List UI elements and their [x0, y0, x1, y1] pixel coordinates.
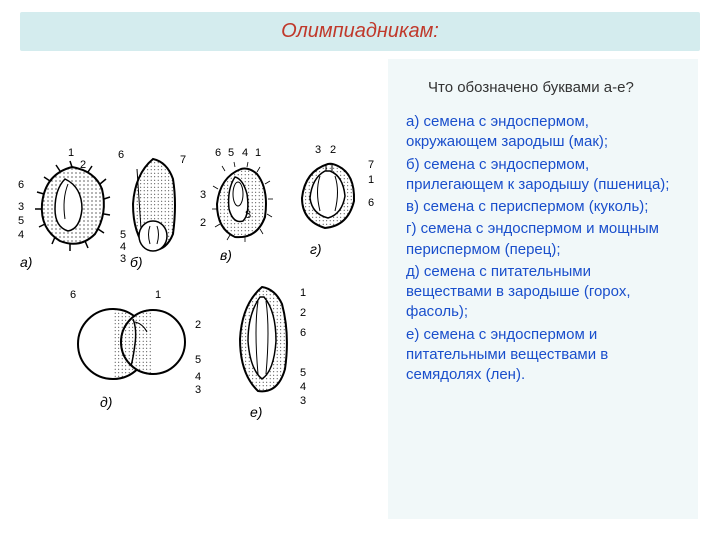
- label-a: а): [20, 254, 32, 270]
- answer-v: в) семена с периспермом (куколь);: [406, 197, 680, 217]
- seed-d: [75, 294, 195, 394]
- header-banner: Олимпиадникам:: [20, 12, 700, 51]
- seed-v: [205, 159, 280, 249]
- answer-a: а) семена с эндоспермом, окружающем заро…: [406, 112, 680, 153]
- seed-g: [290, 156, 370, 241]
- seed-e: [230, 279, 300, 404]
- question-text: Что обозначено буквами а-е?: [428, 79, 680, 96]
- seed-b: [125, 154, 185, 259]
- label-b: б): [130, 254, 143, 270]
- label-g: г): [310, 241, 322, 257]
- label-v: в): [220, 247, 232, 263]
- answer-e: е) семена с эндоспермом и питательными в…: [406, 325, 680, 386]
- diagram-panel: 1 6 3 5 4 2 а): [10, 59, 380, 519]
- seed-a: [30, 159, 115, 254]
- answer-b: б) семена с эндоспермом, прилегающем к з…: [406, 155, 680, 196]
- header-title: Олимпиадникам:: [281, 20, 439, 42]
- content-area: 1 6 3 5 4 2 а): [0, 59, 720, 519]
- seed-diagrams: 1 6 3 5 4 2 а): [20, 159, 380, 479]
- answer-g: г) семена с эндоспермом и мощным периспе…: [406, 219, 680, 260]
- label-e: е): [250, 404, 262, 420]
- label-d: д): [100, 394, 112, 410]
- text-panel: Что обозначено буквами а-е? а) семена с …: [388, 59, 698, 519]
- answer-d: д) семена с питательными веществами в за…: [406, 262, 680, 323]
